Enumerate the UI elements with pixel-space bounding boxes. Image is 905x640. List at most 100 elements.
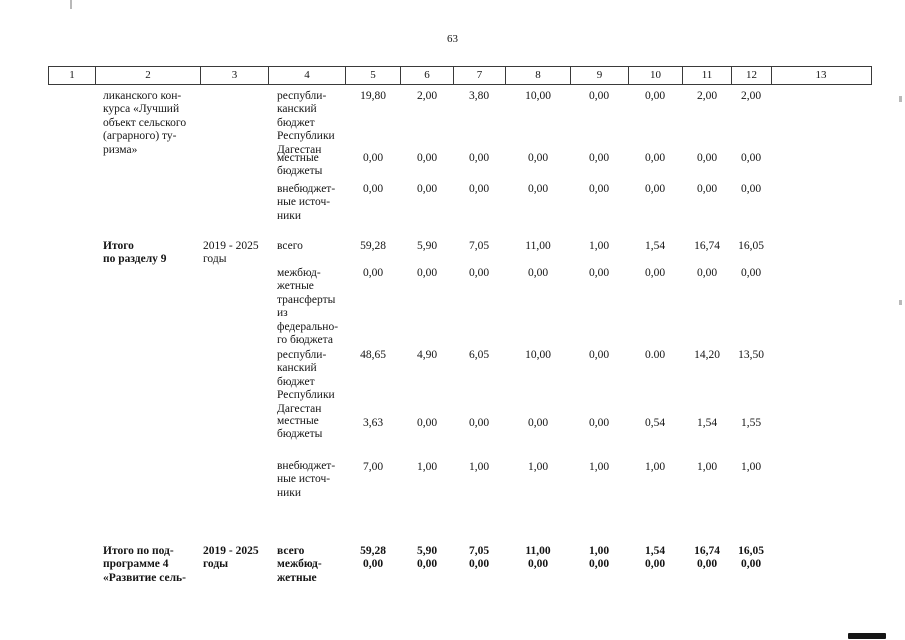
value-cell: 0,00	[416, 558, 438, 570]
value-cell: 0,00	[696, 558, 718, 570]
value-cell: 1,00	[644, 461, 666, 473]
value-cell: 6,05	[468, 349, 490, 361]
scan-artifact	[899, 300, 902, 305]
subprogram-total-label: Итого по под- программе 4 «Развитие сель…	[103, 545, 186, 584]
value-cell: 0,00	[588, 349, 610, 361]
page-number: 63	[447, 33, 458, 45]
value-cell: 0,00	[362, 183, 384, 195]
value-cell: 0,54	[644, 417, 666, 429]
column-header-2: 2	[96, 67, 201, 84]
column-header-7: 7	[454, 67, 506, 84]
values-row: 3,63 0,00 0,00 0,00 0,00 0,54 1,54 1,55	[0, 417, 905, 431]
column-header-4: 4	[269, 67, 346, 84]
value-cell: 0,00	[588, 267, 610, 279]
value-cell: 0,00	[362, 152, 384, 164]
values-row: 0,00 0,00 0,00 0,00 0,00 0,00 0,00 0,00	[0, 267, 905, 281]
value-cell: 0,00	[740, 558, 762, 570]
value-cell: 0,00	[468, 267, 490, 279]
value-cell: 0,00	[696, 183, 718, 195]
value-cell: 0,00	[588, 90, 610, 102]
column-header-12: 12	[732, 67, 772, 84]
value-cell: 10,00	[525, 349, 551, 361]
scan-artifact	[70, 0, 72, 9]
value-cell: 59,28	[360, 240, 386, 252]
funding-source-cell: межбюд- жетные трансферты из федерально-…	[277, 267, 339, 347]
column-header-3: 3	[201, 67, 269, 84]
value-cell: 0,00	[527, 417, 549, 429]
column-header-1: 1	[49, 67, 96, 84]
value-cell: 0,00	[644, 90, 666, 102]
value-cell: 0,00	[588, 152, 610, 164]
value-cell: 0,00	[468, 183, 490, 195]
value-cell: 7,05	[468, 545, 490, 557]
value-cell: 0,00	[362, 267, 384, 279]
values-row: 0,00 0,00 0,00 0,00 0,00 0,00 0,00 0,00	[0, 152, 905, 166]
value-cell: 4,90	[416, 349, 438, 361]
value-cell: 1,00	[588, 461, 610, 473]
value-cell: 0,00	[527, 152, 549, 164]
value-cell: 0,00	[416, 152, 438, 164]
column-header-13: 13	[815, 69, 827, 81]
value-cell: 10,00	[525, 90, 551, 102]
value-cell: 0,00	[644, 183, 666, 195]
values-row: 0,00 0,00 0,00 0,00 0,00 0,00 0,00 0,00	[0, 183, 905, 197]
value-cell: 0,00	[527, 267, 549, 279]
value-cell: 0,00	[468, 558, 490, 570]
scan-artifact	[848, 633, 886, 639]
value-cell: 1,54	[696, 417, 718, 429]
value-cell: 0,00	[740, 267, 762, 279]
value-cell: 1,54	[644, 545, 666, 557]
value-cell: 0,00	[416, 267, 438, 279]
value-cell: 0,00	[696, 267, 718, 279]
period-cell: 2019 - 2025 годы	[203, 545, 259, 571]
value-cell: 5,90	[416, 240, 438, 252]
funding-source-cell: всего	[277, 240, 303, 252]
column-header-10: 10	[629, 67, 683, 84]
column-header-5: 5	[346, 67, 401, 84]
values-row: 59,28 5,90 7,05 11,00 1,00 1,54 16,74 16…	[0, 240, 905, 254]
value-cell: 19,80	[360, 90, 386, 102]
value-cell: 3,63	[362, 417, 384, 429]
funding-source-cell: республи- канский бюджет Республики Даге…	[277, 90, 335, 156]
section-total-label: Итого по разделу 9	[103, 240, 167, 266]
column-header-9: 9	[571, 67, 629, 84]
value-cell: 1,00	[588, 545, 610, 557]
value-cell: 2,00	[740, 90, 762, 102]
column-header-8: 8	[506, 67, 571, 84]
value-cell: 0,00	[416, 417, 438, 429]
value-cell: 1,00	[527, 461, 549, 473]
value-cell: 16,74	[694, 545, 720, 557]
value-cell: 0,00	[588, 558, 610, 570]
value-cell: 0,00	[527, 558, 549, 570]
funding-source-cell: республи- канский бюджет Республики Даге…	[277, 349, 335, 415]
table-header-row: 1 2 3 4 5 6 7 8 9 10 11 12 13	[48, 66, 872, 85]
value-cell: 0,00	[527, 183, 549, 195]
value-cell: 0,00	[416, 183, 438, 195]
funding-source-cell: местные бюджеты	[277, 152, 323, 178]
column-header-6: 6	[401, 67, 454, 84]
value-cell: 11,00	[525, 240, 551, 252]
values-row: 7,00 1,00 1,00 1,00 1,00 1,00 1,00 1,00	[0, 461, 905, 475]
value-cell: 0,00	[696, 152, 718, 164]
value-cell: 0,00	[588, 183, 610, 195]
value-cell: 1,00	[416, 461, 438, 473]
value-cell: 0,00	[740, 183, 762, 195]
value-cell: 16,74	[694, 240, 720, 252]
funding-source-cell: внебюджет- ные источ- ники	[277, 460, 336, 499]
value-cell: 0,00	[644, 558, 666, 570]
value-cell: 16,05	[738, 545, 764, 557]
value-cell: 2,00	[416, 90, 438, 102]
value-cell: 1,00	[468, 461, 490, 473]
value-cell: 0,00	[362, 558, 384, 570]
values-row: 59,28 5,90 7,05 11,00 1,00 1,54 16,74 16…	[0, 545, 905, 559]
value-cell: 0,00	[644, 267, 666, 279]
value-cell: 0,00	[468, 417, 490, 429]
value-cell: 5,90	[416, 545, 438, 557]
funding-source-cell: всего межбюд- жетные	[277, 545, 322, 584]
value-cell: 2,00	[696, 90, 718, 102]
value-cell: 0,00	[740, 152, 762, 164]
value-cell: 1,54	[644, 240, 666, 252]
column-header-11: 11	[683, 67, 732, 84]
measure-label: ликанского кон- курса «Лучший объект сел…	[103, 90, 187, 156]
